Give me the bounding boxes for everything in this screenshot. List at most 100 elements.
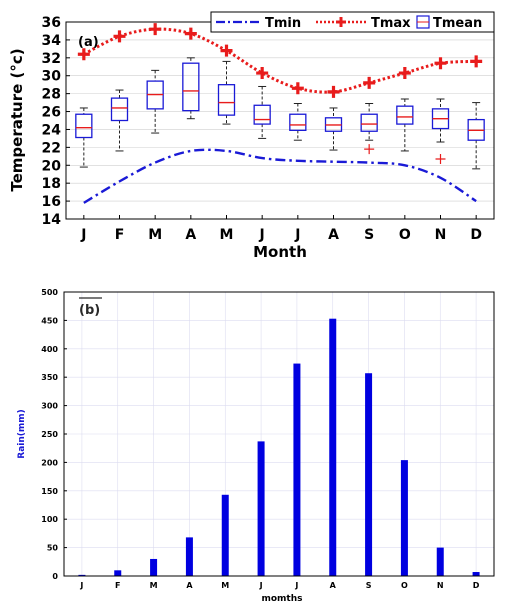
tmean-box bbox=[431, 98, 450, 165]
x-tick-label: S bbox=[366, 581, 372, 590]
y-tick-label: 50 bbox=[47, 544, 59, 553]
x-tick-label: O bbox=[401, 581, 408, 590]
rain-panel-label: (b) bbox=[79, 303, 100, 318]
box-outlier bbox=[435, 154, 446, 165]
x-tick-label: A bbox=[330, 581, 337, 590]
y-tick-label: 24 bbox=[42, 122, 62, 138]
x-tick-label: J bbox=[259, 581, 263, 590]
x-tick-label: J bbox=[79, 581, 83, 590]
tmax-point bbox=[220, 44, 233, 57]
x-tick-label: N bbox=[435, 227, 447, 243]
x-tick-label: J bbox=[259, 227, 265, 243]
tmean-box bbox=[217, 60, 236, 125]
y-tick-label: 450 bbox=[41, 316, 58, 325]
legend-tmin-label: Tmin bbox=[265, 16, 301, 31]
rain-bar bbox=[185, 537, 193, 576]
tmean-box bbox=[467, 102, 485, 170]
x-tick-label: D bbox=[470, 227, 482, 243]
rain-chart: 0 50 100 150 200 250 300 350 400 450 500 J F M A M J J A S… bbox=[17, 288, 495, 602]
x-tick-label: J bbox=[294, 227, 300, 243]
y-tick-label: 26 bbox=[42, 105, 61, 121]
tmax-point bbox=[149, 23, 162, 36]
y-tick-label: 250 bbox=[41, 430, 58, 439]
y-tick-label: 200 bbox=[41, 458, 58, 467]
temperature-x-label: Month bbox=[253, 243, 307, 261]
rain-bar bbox=[365, 373, 373, 576]
tmean-box bbox=[182, 57, 200, 120]
legend-tmax-label: Tmax bbox=[371, 16, 411, 31]
rain-bar bbox=[78, 574, 86, 576]
y-tick-label: 34 bbox=[42, 33, 62, 49]
y-tick-label: 100 bbox=[41, 515, 58, 524]
tmax-line bbox=[83, 27, 477, 94]
temperature-y-label: Temperature (°c) bbox=[8, 48, 26, 191]
rain-y-label: Rain(mm) bbox=[17, 409, 27, 458]
box-iqr bbox=[217, 84, 236, 116]
tmax-point bbox=[113, 30, 126, 43]
rain-bar bbox=[150, 558, 158, 576]
tmax-point bbox=[434, 57, 447, 70]
rain-bar bbox=[221, 494, 229, 576]
rain-bar bbox=[472, 572, 480, 576]
y-tick-label: 350 bbox=[41, 373, 58, 382]
box-outlier bbox=[364, 144, 375, 155]
tmean-box bbox=[110, 89, 129, 152]
x-tick-label: A bbox=[185, 227, 196, 243]
y-tick-label: 16 bbox=[42, 194, 61, 210]
rain-bar bbox=[293, 363, 301, 576]
box-iqr bbox=[253, 104, 271, 125]
x-tick-label: D bbox=[473, 581, 480, 590]
tmax-point bbox=[327, 85, 340, 98]
y-tick-label: 30 bbox=[42, 69, 62, 85]
y-tick-label: 0 bbox=[52, 572, 58, 581]
x-tick-label: M bbox=[220, 227, 234, 243]
tmean-box bbox=[360, 102, 378, 155]
x-tick-label: A bbox=[328, 227, 339, 243]
tmax-point bbox=[291, 82, 304, 95]
x-tick-label: F bbox=[115, 581, 120, 590]
x-tick-label: J bbox=[80, 227, 86, 243]
x-tick-label: M bbox=[148, 227, 162, 243]
box-iqr bbox=[182, 62, 200, 112]
tmean-box bbox=[396, 98, 414, 152]
tmax-point bbox=[398, 67, 411, 80]
temperature-legend: Tmin Tmax Tmean bbox=[210, 11, 495, 33]
box-iqr bbox=[110, 97, 129, 122]
rain-x-label: momths bbox=[261, 594, 302, 602]
y-tick-label: 18 bbox=[42, 176, 61, 192]
legend-tmax-marker bbox=[336, 17, 346, 27]
temperature-grid bbox=[66, 39, 494, 202]
x-tick-label: N bbox=[437, 581, 444, 590]
tmean-box bbox=[75, 107, 93, 168]
rain-bar bbox=[400, 460, 408, 576]
tmean-box bbox=[324, 107, 343, 151]
y-tick-label: 500 bbox=[41, 288, 58, 297]
tmax-point bbox=[256, 67, 269, 80]
x-tick-label: O bbox=[399, 227, 411, 243]
temperature-series bbox=[77, 23, 483, 204]
temperature-panel-label: (a) bbox=[78, 35, 99, 50]
x-tick-label: J bbox=[294, 581, 298, 590]
rain-bar bbox=[257, 441, 265, 576]
rain-bar bbox=[329, 318, 337, 576]
tmean-box bbox=[253, 85, 271, 139]
rain-bars bbox=[78, 318, 480, 576]
tmean-box bbox=[146, 69, 164, 134]
box-iqr bbox=[289, 113, 307, 132]
x-tick-label: S bbox=[364, 227, 374, 243]
tmean-boxes bbox=[75, 57, 485, 170]
tmax-point bbox=[470, 55, 483, 68]
y-tick-label: 20 bbox=[42, 158, 62, 174]
tmax-point bbox=[184, 27, 197, 40]
y-tick-label: 14 bbox=[42, 212, 62, 228]
y-tick-label: 36 bbox=[42, 15, 61, 31]
rain-grid bbox=[64, 292, 494, 576]
rain-y-ticks: 0 50 100 150 200 250 300 350 400 450 500 bbox=[41, 288, 67, 581]
tmax-point bbox=[77, 48, 90, 61]
box-iqr bbox=[75, 113, 93, 139]
box-iqr bbox=[396, 105, 414, 125]
y-tick-label: 150 bbox=[41, 487, 58, 496]
